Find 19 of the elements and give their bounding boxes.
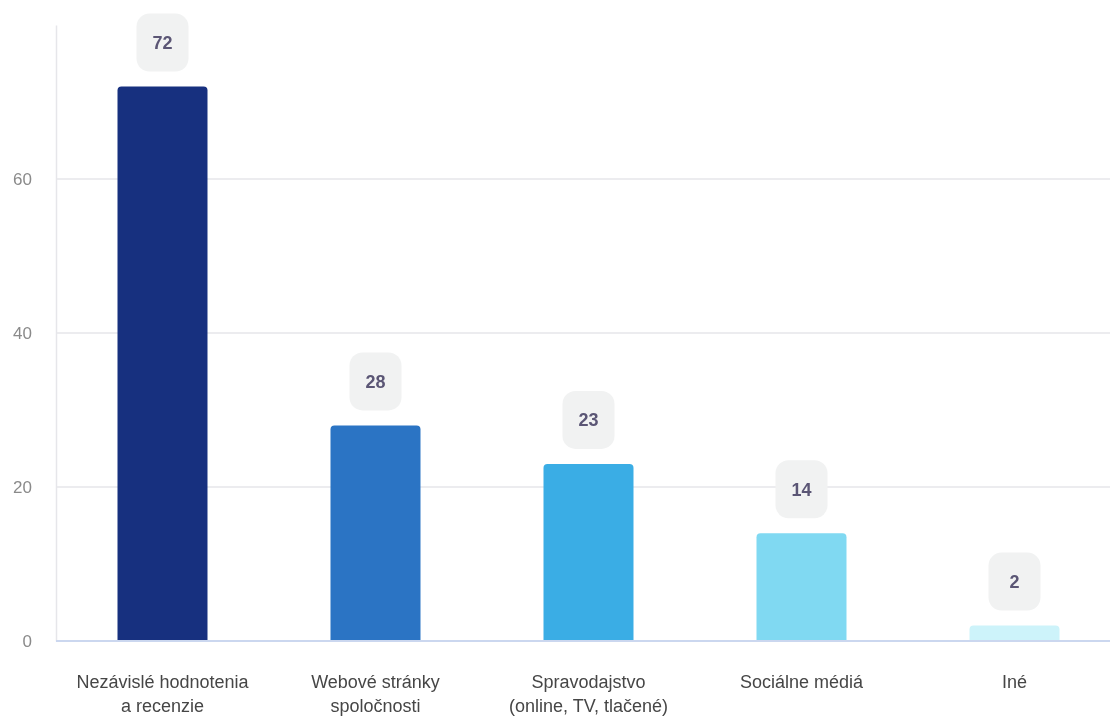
- x-tick-label: Webové stránky spoločnosti: [311, 672, 440, 716]
- x-tick-label: Nezávislé hodnotenia a recenzie: [76, 672, 250, 716]
- y-tick-label: 60: [13, 169, 32, 189]
- data-label: 14: [791, 479, 812, 500]
- data-label: 72: [152, 32, 173, 53]
- data-label: 23: [578, 410, 599, 431]
- y-tick-label: 40: [13, 323, 32, 343]
- data-label: 28: [365, 371, 386, 392]
- y-tick-label: 20: [13, 477, 32, 497]
- x-tick-label: Iné: [1001, 672, 1028, 692]
- bar: [969, 625, 1060, 641]
- y-tick-label: 0: [22, 631, 32, 651]
- data-label: 2: [1009, 571, 1020, 592]
- x-tick-label: Sociálne médiá: [739, 672, 865, 692]
- bar: [330, 425, 421, 641]
- bar: [756, 533, 847, 641]
- x-tick-label: Spravodajstvo (online, TV, tlačené): [508, 672, 669, 716]
- bar: [117, 86, 208, 641]
- bar: [543, 463, 634, 641]
